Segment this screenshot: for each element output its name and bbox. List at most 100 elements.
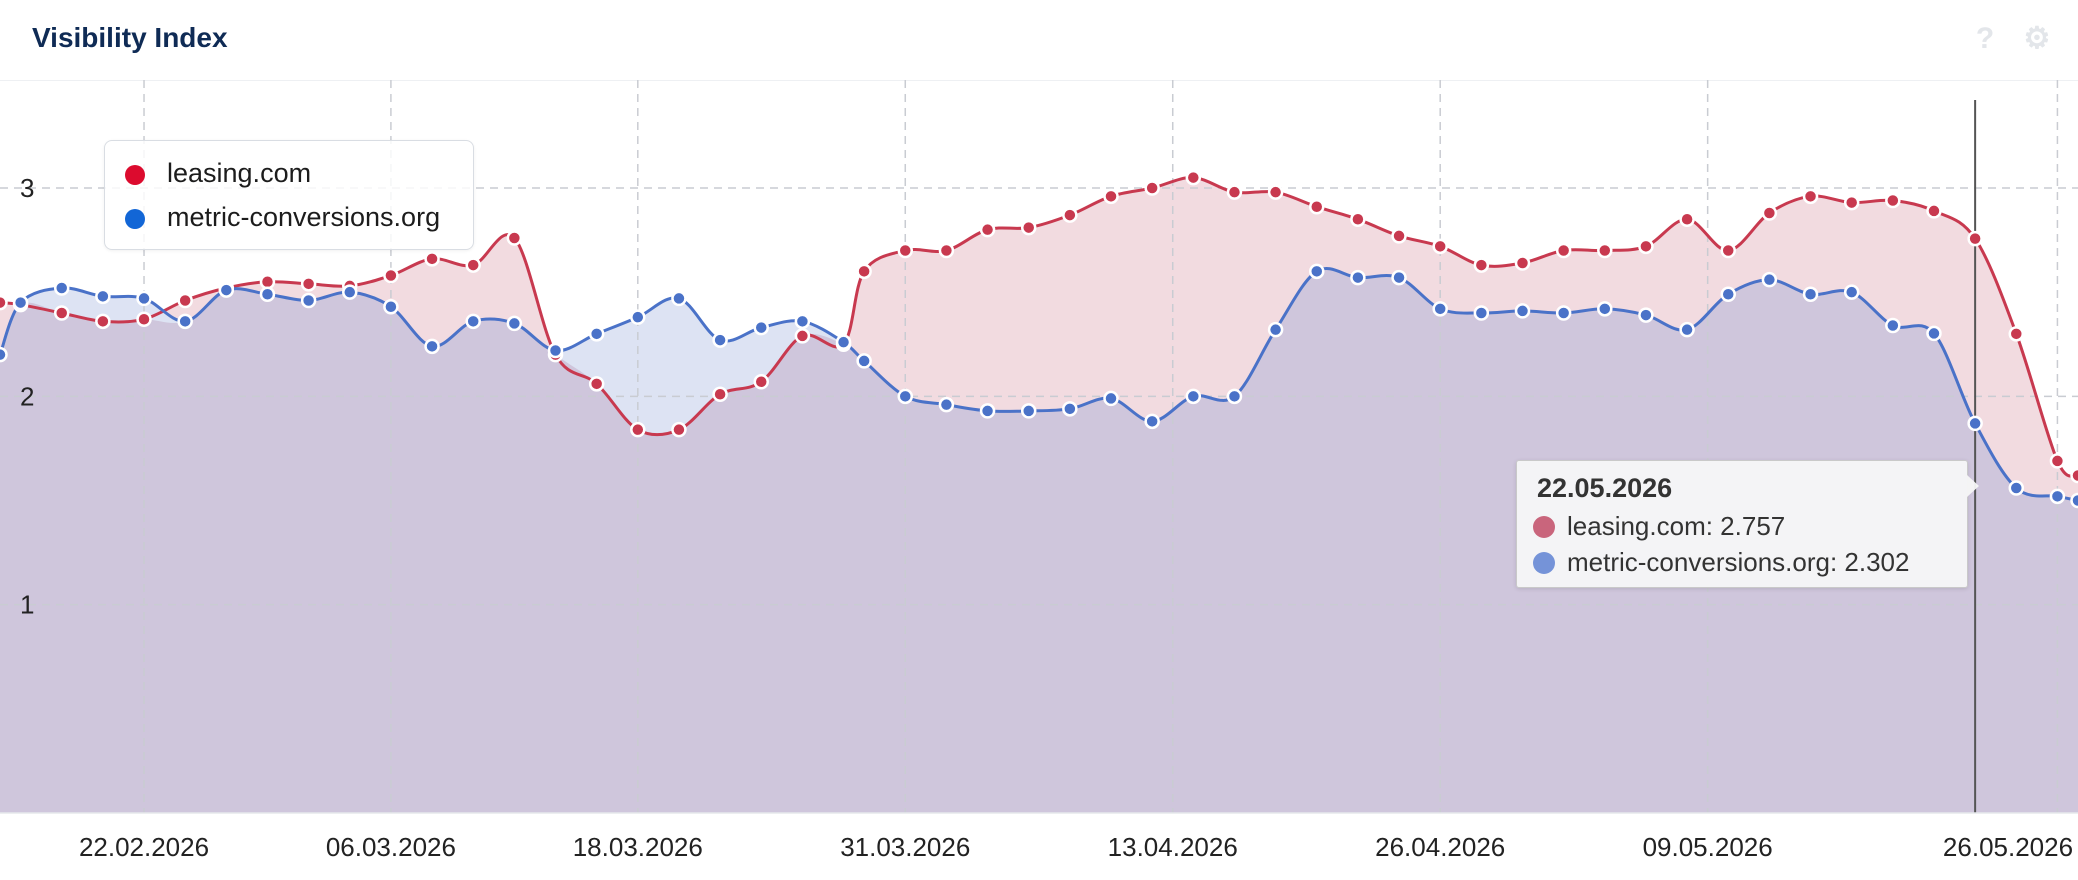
x-tick-label: 18.03.2026 — [573, 832, 703, 862]
data-point — [753, 374, 769, 390]
data-point — [1185, 388, 1202, 405]
data-point — [424, 251, 440, 267]
data-point — [588, 376, 605, 392]
chart-tooltip: 22.05.2026 leasing.com: 2.757 metric-con… — [1516, 460, 1979, 588]
data-point — [1185, 169, 1202, 186]
data-point — [794, 328, 811, 344]
y-tick-label: 3 — [20, 173, 34, 203]
data-point — [95, 288, 111, 305]
data-point — [1309, 263, 1325, 280]
chart-points — [0, 169, 2078, 509]
data-point — [1473, 257, 1490, 273]
data-point — [938, 396, 955, 413]
help-icon[interactable]: ? — [1975, 22, 1995, 55]
y-tick-label: 2 — [20, 381, 34, 411]
data-point — [712, 386, 728, 402]
x-tick-label: 06.03.2026 — [326, 832, 456, 862]
area-overlap — [0, 268, 2078, 814]
data-point — [630, 421, 646, 438]
x-tick-label: 31.03.2026 — [840, 832, 970, 862]
data-point — [465, 313, 481, 330]
data-point — [1391, 269, 1407, 286]
data-point — [1020, 219, 1037, 236]
chart-areas — [0, 177, 2078, 814]
legend-item-leasing[interactable]: leasing.com — [125, 155, 311, 191]
data-point — [136, 290, 152, 307]
data-point — [547, 342, 564, 359]
data-point — [835, 334, 852, 350]
data-point — [1062, 207, 1078, 223]
y-tick-label: 1 — [20, 590, 34, 620]
data-point — [424, 338, 440, 355]
data-point — [671, 421, 687, 438]
data-point — [1103, 390, 1119, 407]
data-point — [465, 257, 481, 273]
data-point — [897, 388, 914, 405]
data-point — [300, 276, 317, 292]
data-point — [1761, 271, 1778, 288]
x-tick-label: 26.05.2026 — [1943, 832, 2073, 862]
data-point — [177, 292, 193, 309]
data-point — [1926, 203, 1942, 219]
data-point — [506, 230, 523, 246]
data-point — [1843, 194, 1860, 211]
card-header: Visibility Index ? ⚙ — [0, 0, 2078, 81]
data-point — [1597, 301, 1613, 317]
data-point — [1432, 238, 1448, 255]
legend-item-metric-conversions[interactable]: metric-conversions.org — [125, 199, 440, 235]
data-point — [1597, 242, 1613, 259]
tooltip-row-metric-conversions: metric-conversions.org: 2.302 — [1533, 545, 1909, 579]
data-point — [12, 294, 29, 311]
chart-axes: 1 2 3 22.02.2026 06.03.2026 18.03.2026 31.03.2… — [0, 173, 2078, 862]
data-point — [1638, 238, 1654, 255]
data-point — [1885, 192, 1901, 209]
data-point — [1679, 321, 1695, 338]
data-point — [712, 332, 728, 348]
data-point — [1720, 286, 1736, 302]
data-point — [1761, 205, 1778, 221]
data-point — [95, 313, 111, 330]
tooltip-date: 22.05.2026 — [1537, 473, 1673, 503]
legend-label: metric-conversions.org — [167, 202, 441, 232]
tooltip-row-leasing: leasing.com: 2.757 — [1533, 509, 1785, 543]
data-point — [753, 319, 769, 336]
visibility-chart[interactable]: 1 2 3 22.02.2026 06.03.2026 18.03.2026 31.03.2… — [0, 80, 2078, 880]
gear-icon[interactable]: ⚙ — [2023, 22, 2051, 55]
data-point — [1226, 388, 1243, 405]
data-point — [630, 309, 646, 325]
data-point — [218, 282, 235, 298]
x-tick-label: 26.04.2026 — [1375, 832, 1505, 862]
data-point — [1267, 184, 1284, 200]
data-point — [1020, 403, 1037, 419]
data-point — [383, 267, 399, 284]
data-point — [1514, 255, 1531, 271]
data-point — [1514, 303, 1531, 319]
data-point — [856, 353, 872, 369]
data-point — [2070, 467, 2078, 484]
data-point — [1679, 211, 1695, 227]
data-point — [671, 290, 687, 307]
data-point — [300, 292, 317, 309]
data-point — [1309, 199, 1325, 215]
data-point — [1144, 413, 1160, 430]
data-point — [1967, 415, 1983, 432]
data-point — [1226, 184, 1243, 200]
x-tick-label: 22.02.2026 — [79, 832, 209, 862]
tooltip-value: metric-conversions.org: 2.302 — [1567, 547, 1910, 577]
tooltip-value: leasing.com: 2.757 — [1567, 511, 1786, 541]
data-point — [2008, 326, 2025, 342]
data-point — [1638, 307, 1654, 323]
legend-dot — [125, 165, 145, 185]
data-point — [259, 274, 276, 290]
data-point — [0, 346, 8, 363]
data-point — [53, 305, 70, 321]
data-point — [259, 286, 276, 302]
data-point — [1720, 242, 1736, 259]
data-point — [1350, 211, 1366, 227]
data-point — [1926, 325, 1942, 342]
data-point — [979, 221, 996, 238]
data-point — [1391, 228, 1407, 244]
data-point — [1802, 188, 1819, 205]
data-point — [136, 311, 152, 327]
tooltip-dot — [1533, 516, 1555, 538]
